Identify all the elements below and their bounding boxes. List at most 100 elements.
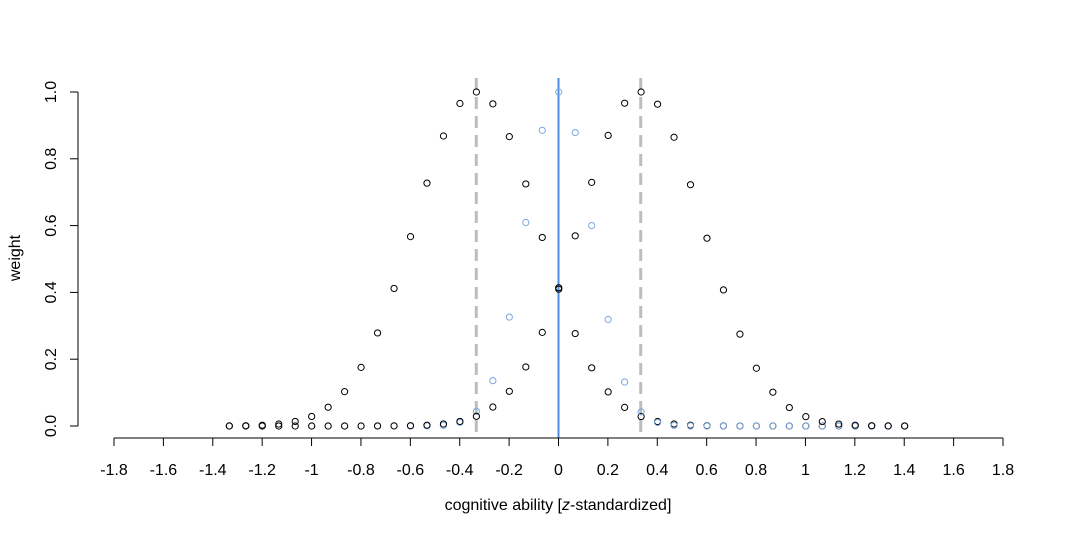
x-tick-label: 1.6 <box>942 462 964 479</box>
data-point <box>505 313 513 321</box>
data-point <box>621 403 629 411</box>
data-point <box>538 328 546 336</box>
data-point <box>225 422 233 430</box>
reference-lines <box>474 78 643 438</box>
data-point <box>555 284 563 292</box>
data-point <box>653 418 662 427</box>
data-point <box>571 128 579 137</box>
x-tick-label: -0.2 <box>495 462 523 479</box>
data-point <box>818 422 826 430</box>
y-tick-label: 0.4 <box>43 281 60 303</box>
x-tick-label: -1.8 <box>100 462 128 479</box>
data-point <box>538 233 546 242</box>
x-tick-label: 1.2 <box>844 462 866 479</box>
data-point <box>308 412 316 421</box>
x-tick-label: 0.4 <box>646 462 668 479</box>
data-point <box>357 363 365 371</box>
data-point <box>522 218 530 227</box>
y-tick-label: 0.8 <box>43 148 60 170</box>
data-point <box>571 232 579 240</box>
data-point <box>686 422 695 430</box>
data-point <box>901 422 909 430</box>
data-point <box>588 364 596 372</box>
data-point <box>373 329 382 337</box>
data-point <box>851 421 859 429</box>
data-point <box>406 422 415 430</box>
data-point <box>373 422 382 430</box>
data-point <box>472 88 480 96</box>
data-point <box>291 417 299 426</box>
data-point <box>275 422 283 430</box>
data-point <box>341 422 349 430</box>
series-1 <box>225 88 909 430</box>
x-tick-label: 1.4 <box>893 462 915 479</box>
y-tick-label: 0.2 <box>43 348 60 370</box>
data-point <box>555 88 563 96</box>
data-point <box>868 422 876 430</box>
data-point <box>604 131 612 139</box>
series-3 <box>225 88 909 430</box>
data-point <box>439 420 448 428</box>
data-point <box>769 422 777 430</box>
data-point <box>686 181 695 189</box>
x-tick-label: -0.8 <box>347 462 375 479</box>
y-axis-label: weight <box>7 234 24 282</box>
x-tick-label: -1.2 <box>248 462 276 479</box>
data-point <box>423 421 431 429</box>
x-axis-label-italic: z <box>561 497 570 514</box>
data-point <box>604 388 612 396</box>
y-tick-label: 1.0 <box>43 81 60 103</box>
data-point <box>258 422 266 430</box>
data-point <box>489 377 497 385</box>
data-point <box>835 420 843 428</box>
data-point <box>439 132 448 140</box>
data-point <box>637 408 645 416</box>
x-tick-label: -0.6 <box>397 462 425 479</box>
data-point <box>802 422 810 430</box>
x-axis-label-suffix: -standardized] <box>570 497 671 514</box>
data-point <box>785 403 793 412</box>
data-point <box>703 234 711 242</box>
x-tick-label: -1.6 <box>150 462 178 479</box>
data-point <box>621 99 629 107</box>
data-points <box>225 88 909 430</box>
data-point <box>522 363 530 371</box>
data-point <box>456 99 464 108</box>
data-point <box>390 284 398 293</box>
x-tick-label: -0.4 <box>446 462 474 479</box>
data-point <box>308 422 316 430</box>
data-point <box>653 100 662 108</box>
x-tick-label: 1 <box>801 462 810 479</box>
data-point <box>390 422 398 430</box>
data-point <box>406 233 415 241</box>
data-point <box>472 407 480 415</box>
data-point <box>719 286 728 294</box>
data-point <box>621 378 629 386</box>
series-2 <box>225 88 909 430</box>
data-point <box>472 412 480 420</box>
data-point <box>505 387 513 395</box>
x-tick-label: 0.2 <box>597 462 619 479</box>
x-axis: -1.8 -1.6 -1.4 -1.2 -1 -0.8 -0.6 -0.4 -0.2 0 0.2 0.… <box>100 437 1014 479</box>
x-tick-label: 0.8 <box>745 462 767 479</box>
x-tick-label: -1 <box>304 462 318 479</box>
data-point <box>291 422 299 430</box>
data-point <box>604 315 612 324</box>
data-point <box>275 420 283 428</box>
data-point <box>884 422 892 430</box>
data-point <box>719 422 728 430</box>
x-tick-label: -1.4 <box>199 462 227 479</box>
data-point <box>341 388 349 396</box>
x-axis-label-prefix: cognitive ability [ <box>445 497 563 514</box>
y-axis: 0.0 0.2 0.4 0.6 0.8 1.0 <box>43 81 79 437</box>
data-point <box>571 329 579 338</box>
data-point <box>489 403 497 411</box>
data-point <box>736 422 744 430</box>
x-tick-label: 0 <box>554 462 563 479</box>
data-point <box>769 388 777 396</box>
x-axis-label: cognitive ability [z-standardized] <box>445 497 672 514</box>
data-point <box>324 422 332 430</box>
data-point <box>637 88 645 96</box>
data-point <box>637 412 645 421</box>
